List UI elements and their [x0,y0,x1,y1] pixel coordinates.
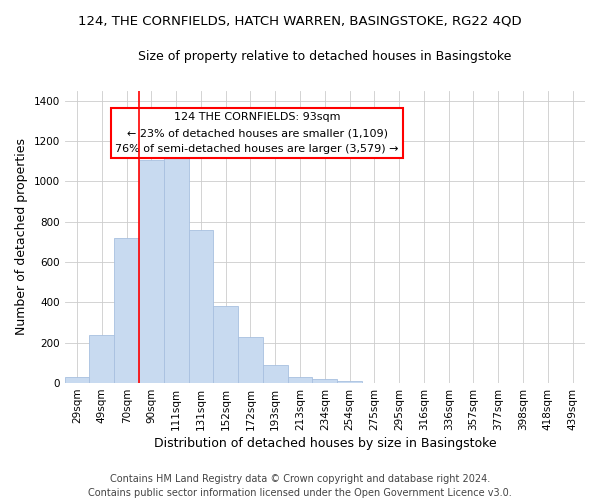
Title: Size of property relative to detached houses in Basingstoke: Size of property relative to detached ho… [138,50,512,63]
Bar [214,306,238,383]
Bar [89,334,114,383]
Bar [313,379,337,383]
Bar [238,336,263,383]
Bar [164,157,188,383]
Text: 124 THE CORNFIELDS: 93sqm  
← 23% of detached houses are smaller (1,109)
76% of : 124 THE CORNFIELDS: 93sqm ← 23% of detac… [115,112,399,154]
Y-axis label: Number of detached properties: Number of detached properties [15,138,28,336]
Bar [114,238,139,383]
Bar [139,160,164,383]
Text: Contains HM Land Registry data © Crown copyright and database right 2024.
Contai: Contains HM Land Registry data © Crown c… [88,474,512,498]
X-axis label: Distribution of detached houses by size in Basingstoke: Distribution of detached houses by size … [154,437,496,450]
Bar [337,381,362,383]
Bar [263,365,287,383]
Bar [188,230,214,383]
Text: 124, THE CORNFIELDS, HATCH WARREN, BASINGSTOKE, RG22 4QD: 124, THE CORNFIELDS, HATCH WARREN, BASIN… [78,15,522,28]
Bar [65,377,89,383]
Bar [287,377,313,383]
